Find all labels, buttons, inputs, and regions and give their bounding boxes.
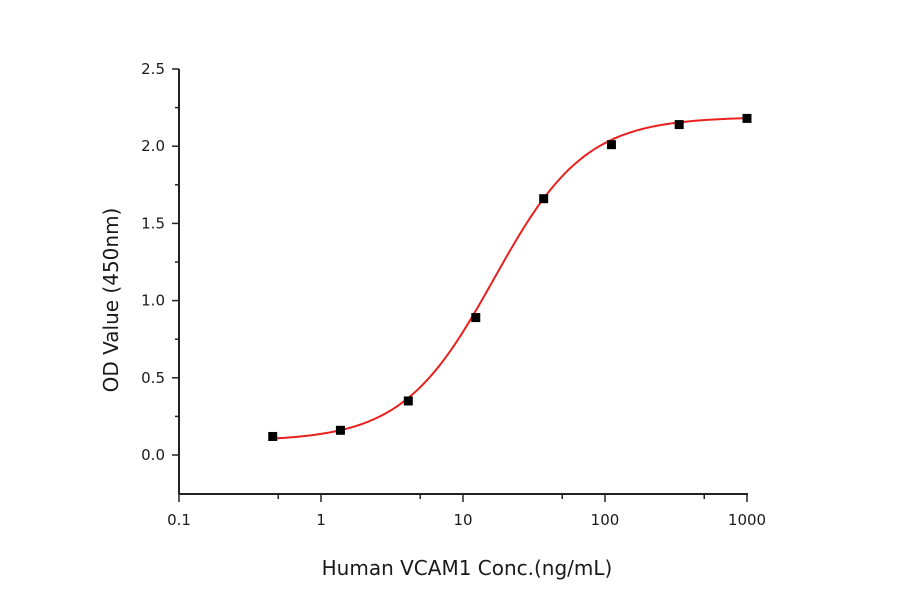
data-point — [403, 396, 413, 406]
data-point — [606, 140, 616, 150]
x-axis-title: Human VCAM1 Conc.(ng/mL) — [322, 556, 613, 580]
y-tick-label: 0.5 — [141, 369, 165, 387]
x-axis-ticks: 0.1 1 10 100 1000 — [167, 494, 766, 529]
data-point — [674, 120, 684, 130]
y-tick-label: 2.0 — [141, 137, 165, 155]
y-axis-ticks: 0.0 0.5 1.0 1.5 2.0 2.5 — [141, 60, 179, 464]
y-tick-label: 1.0 — [141, 292, 165, 310]
data-point — [471, 313, 481, 323]
data-point — [335, 425, 345, 435]
x-tick-label: 100 — [591, 511, 620, 529]
data-point — [539, 194, 549, 204]
x-tick-label: 1 — [316, 511, 326, 529]
y-tick-label: 0.0 — [141, 446, 165, 464]
x-tick-label: 1000 — [728, 511, 766, 529]
y-tick-label: 2.5 — [141, 60, 165, 78]
axes: 0.0 0.5 1.0 1.5 2.0 2.5 0.1 1 10 100 1000 — [141, 60, 766, 529]
x-tick-label: 10 — [453, 511, 472, 529]
data-points — [268, 113, 752, 441]
data-point — [268, 431, 278, 441]
y-axis-title: OD Value (450nm) — [99, 208, 123, 393]
x-tick-label: 0.1 — [167, 511, 191, 529]
fit-curve — [272, 117, 748, 440]
y-tick-label: 1.5 — [141, 214, 165, 232]
data-point — [742, 113, 752, 123]
